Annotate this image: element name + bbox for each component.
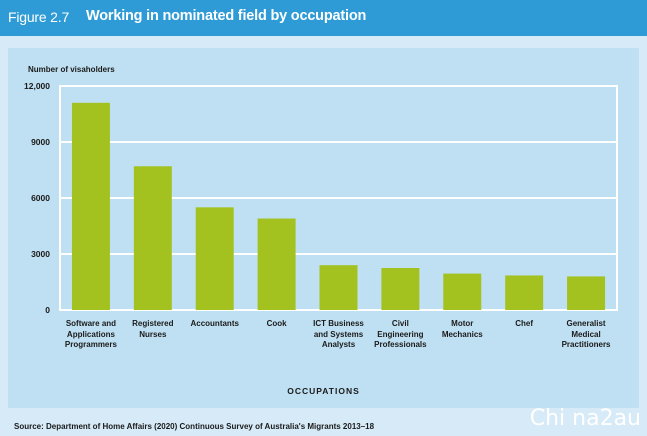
figure-number: Figure 2.7 xyxy=(8,9,70,25)
source-note: Source: Department of Home Affairs (2020… xyxy=(14,422,375,431)
x-tick-label: Software and Applications Programmers xyxy=(64,319,117,349)
x-tick-label: Generalist Medical Practitioners xyxy=(561,319,611,349)
bar xyxy=(443,273,482,310)
x-tick-label: ICT Business and Systems Analysts xyxy=(313,319,364,349)
x-tick-label: Chef xyxy=(515,319,534,328)
y-tick-label: 0 xyxy=(45,305,50,315)
figure-header: Figure 2.7 Working in nominated field by… xyxy=(0,0,647,36)
bar xyxy=(319,265,358,310)
y-tick-label: 6000 xyxy=(31,193,50,203)
bar xyxy=(505,275,544,310)
watermark-text: Chi na2au xyxy=(529,406,641,431)
bar xyxy=(381,268,420,310)
bar xyxy=(195,207,234,310)
x-tick-label: Cook xyxy=(266,319,287,328)
y-tick-label: 9000 xyxy=(31,137,50,147)
y-tick-label: 3000 xyxy=(31,249,50,259)
x-tick-label: Motor Mechanics xyxy=(441,319,483,339)
chart-panel xyxy=(8,48,639,408)
bar xyxy=(71,102,110,310)
x-axis-title: OCCUPATIONS xyxy=(287,386,360,396)
x-tick-label: Accountants xyxy=(190,319,239,328)
bar xyxy=(257,218,296,310)
figure-title: Working in nominated field by occupation xyxy=(86,8,367,24)
bar xyxy=(567,276,606,310)
x-tick-label: Civil Engineering Professionals xyxy=(374,319,427,349)
x-tick-label: Registered Nurses xyxy=(132,319,174,339)
bar xyxy=(133,166,172,310)
y-tick-label: 12,000 xyxy=(24,81,50,91)
y-axis-title: Number of visaholders xyxy=(28,65,115,74)
